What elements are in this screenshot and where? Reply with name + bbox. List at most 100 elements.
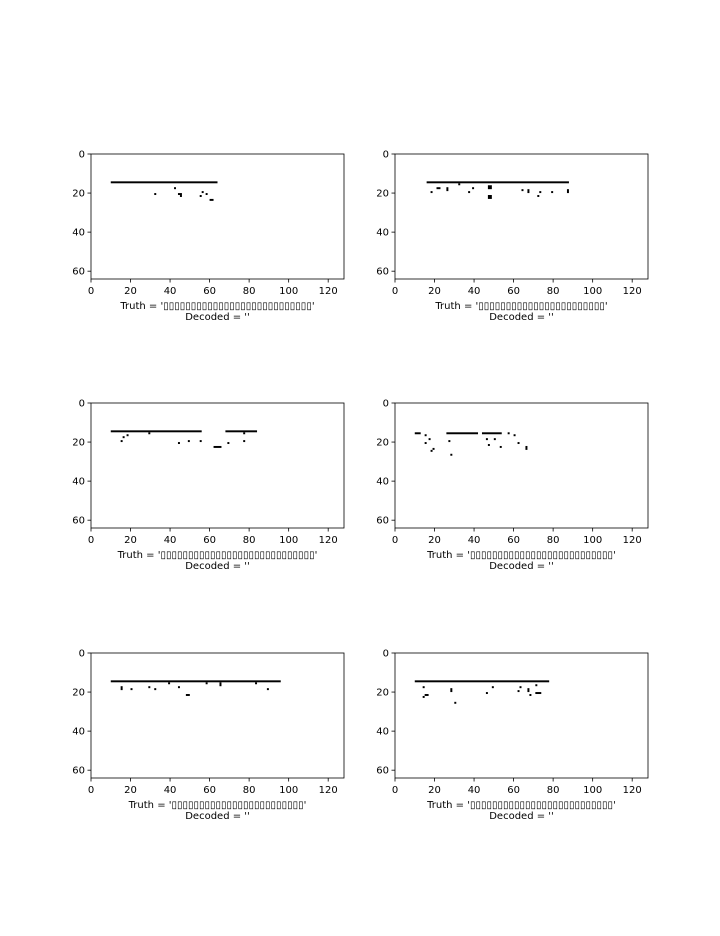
pixel-mark (527, 688, 530, 693)
x-tick-label: 60 (203, 286, 216, 297)
pixel-mark (566, 189, 569, 194)
pixel-mark (481, 432, 502, 435)
truth-caption: Truth = '▯▯▯▯▯▯▯▯▯▯▯▯▯▯▯▯▯▯▯▯▯▯▯▯▯▯' (426, 550, 616, 561)
y-tick-label: 40 (376, 228, 389, 239)
x-tick-label: 120 (623, 286, 642, 297)
pixel-mark (525, 445, 528, 450)
x-tick-label: 0 (392, 785, 398, 796)
pixel-mark (535, 692, 542, 695)
x-tick-label: 80 (243, 286, 256, 297)
x-tick-label: 20 (428, 535, 441, 546)
pixel-mark (424, 694, 429, 696)
axes-frame (394, 402, 649, 529)
axes-frame (90, 402, 345, 529)
pixel-mark (493, 438, 496, 441)
pixel-mark (148, 432, 151, 435)
pixel-mark (205, 193, 208, 196)
pixel-mark (179, 195, 182, 197)
pixel-mark (513, 434, 516, 437)
pixel-mark (450, 688, 453, 693)
pixel-mark (126, 434, 129, 437)
y-tick-label: 20 (72, 189, 85, 200)
x-tick-label: 100 (279, 286, 298, 297)
pixel-mark (426, 181, 569, 184)
pixel-mark (414, 680, 550, 683)
subplot-5: 0 20 40 60 80 100 120 0 20 40 60 Truth = '▯▯▯▯▯▯▯▯▯… (72, 649, 345, 822)
subplot-4: 0 20 40 60 80 100 120 0 20 40 60 Truth = '▯▯▯▯▯▯▯▯▯… (376, 399, 649, 572)
x-tick-label: 20 (124, 535, 137, 546)
x-tick-label: 60 (507, 535, 520, 546)
pixel-mark (130, 688, 133, 691)
plot-area (91, 154, 344, 279)
x-tick-label: 0 (392, 286, 398, 297)
y-tick-label: 0 (383, 399, 389, 410)
x-tick-label: 40 (164, 785, 177, 796)
truth-caption: Truth = '▯▯▯▯▯▯▯▯▯▯▯▯▯▯▯▯▯▯▯▯▯▯▯▯▯▯' (426, 800, 616, 811)
pixel-mark (227, 442, 230, 445)
x-tick-label: 100 (279, 535, 298, 546)
plot-area (395, 653, 648, 778)
x-tick-label: 60 (507, 286, 520, 297)
pixel-mark (430, 191, 433, 194)
y-tick-label: 20 (376, 189, 389, 200)
pixel-mark (436, 187, 441, 190)
x-tick-label: 0 (88, 785, 94, 796)
x-tick-label: 100 (583, 785, 602, 796)
pixel-mark (458, 183, 461, 186)
y-tick-label: 0 (383, 150, 389, 161)
pixel-mark (424, 434, 427, 437)
pixel-mark (177, 686, 180, 689)
x-tick-label: 80 (243, 785, 256, 796)
pixel-mark (177, 193, 182, 196)
pixel-mark (448, 440, 451, 443)
y-tick-label: 60 (376, 516, 389, 527)
truth-caption: Truth = '▯▯▯▯▯▯▯▯▯▯▯▯▯▯▯▯▯▯▯▯▯▯▯' (434, 301, 607, 312)
pixel-mark (120, 686, 123, 691)
pixel-mark (446, 187, 449, 192)
x-tick-label: 60 (203, 785, 216, 796)
pixel-mark (199, 440, 202, 443)
truth-caption: Truth = '▯▯▯▯▯▯▯▯▯▯▯▯▯▯▯▯▯▯▯▯▯▯▯▯▯▯▯' (119, 301, 314, 312)
pixel-mark (199, 195, 202, 197)
axes-frame (90, 153, 345, 280)
axes-frame (90, 652, 345, 779)
x-tick-label: 0 (88, 286, 94, 297)
y-tick-label: 0 (79, 399, 85, 410)
pixel-mark (487, 195, 492, 199)
pixel-mark (529, 694, 532, 696)
x-tick-label: 80 (547, 785, 560, 796)
y-tick-label: 0 (383, 649, 389, 660)
pixel-mark (185, 694, 190, 696)
pixel-mark (225, 430, 258, 433)
pixel-mark (487, 185, 492, 190)
y-tick-label: 20 (72, 438, 85, 449)
x-tick-label: 40 (468, 286, 481, 297)
x-tick-label: 100 (279, 785, 298, 796)
x-tick-label: 80 (547, 286, 560, 297)
axes-frame (394, 652, 649, 779)
subplot-2: 0 20 40 60 80 100 120 0 20 40 60 Truth = '▯▯▯▯▯▯▯▯▯… (376, 150, 649, 323)
y-tick-label: 0 (79, 649, 85, 660)
subplot-6: 0 20 40 60 80 100 120 0 20 40 60 Truth = '▯▯▯▯▯▯▯▯▯… (376, 649, 649, 822)
pixel-mark (424, 442, 427, 445)
y-tick-label: 60 (72, 766, 85, 777)
y-tick-label: 20 (376, 438, 389, 449)
y-tick-label: 60 (376, 766, 389, 777)
pixel-mark (491, 686, 494, 689)
pixel-mark (154, 193, 157, 196)
plot-area (395, 154, 648, 279)
y-tick-label: 0 (79, 150, 85, 161)
pixel-mark (219, 682, 222, 687)
pixel-mark (414, 432, 421, 435)
pixel-mark (148, 686, 151, 689)
pixel-mark (539, 191, 542, 194)
x-tick-label: 40 (468, 785, 481, 796)
truth-caption: Truth = '▯▯▯▯▯▯▯▯▯▯▯▯▯▯▯▯▯▯▯▯▯▯▯▯' (128, 800, 307, 811)
pixel-mark (154, 688, 157, 691)
y-tick-label: 60 (72, 267, 85, 278)
plot-area (91, 403, 344, 528)
x-tick-label: 20 (124, 785, 137, 796)
pixel-mark (110, 430, 202, 433)
pixel-mark (517, 442, 520, 445)
